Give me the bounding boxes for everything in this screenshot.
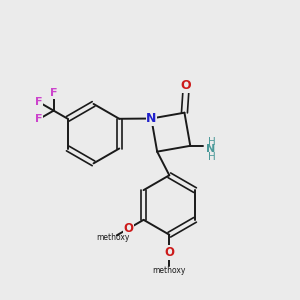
Text: F: F — [35, 97, 43, 107]
Text: N: N — [146, 112, 157, 125]
Text: O: O — [123, 222, 133, 235]
Text: methoxy: methoxy — [96, 233, 130, 242]
Text: O: O — [181, 80, 191, 92]
Text: methoxy: methoxy — [153, 266, 186, 274]
Text: O: O — [164, 246, 174, 259]
Text: F: F — [50, 88, 57, 98]
Text: F: F — [35, 114, 43, 124]
Text: H: H — [208, 152, 216, 162]
Text: N: N — [206, 144, 215, 154]
Text: H: H — [208, 137, 216, 147]
